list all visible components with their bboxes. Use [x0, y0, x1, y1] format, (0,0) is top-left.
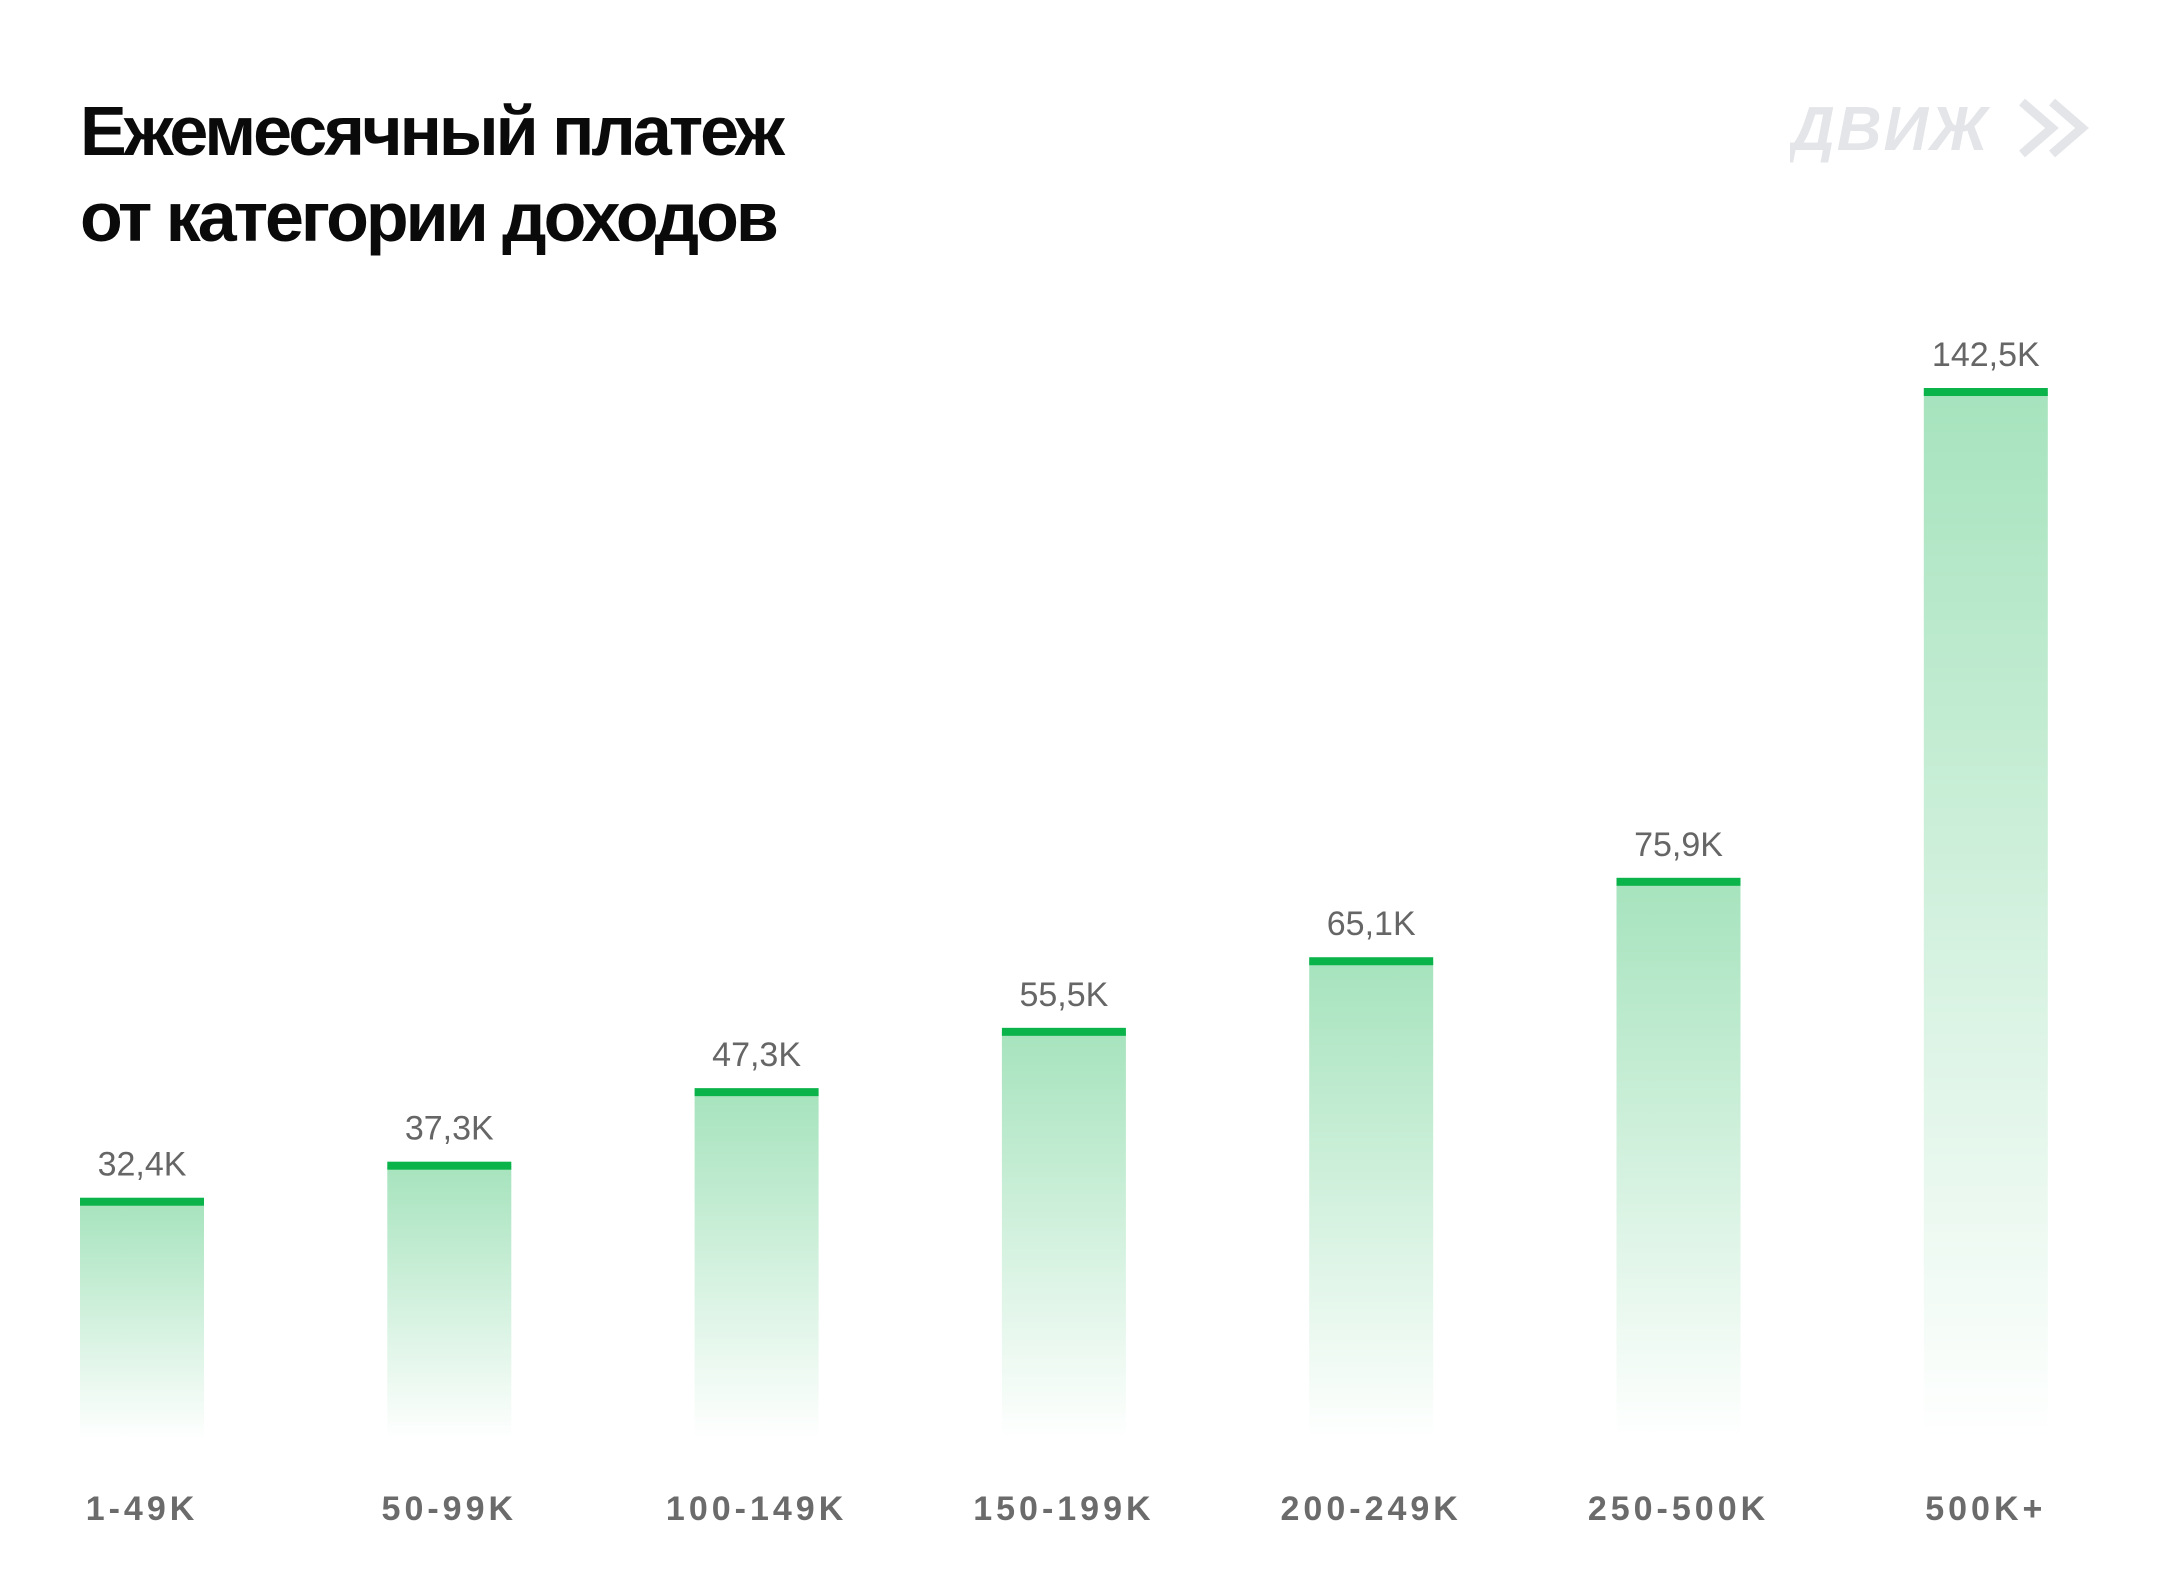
bar-cap-1-49K [80, 1197, 204, 1206]
category-label-500K+: 500K+ [1925, 1490, 2046, 1528]
value-label-200-249K: 65,1K [1327, 905, 1416, 943]
value-label-100-149K: 47,3K [712, 1036, 801, 1074]
bar-100-149K [694, 1092, 819, 1440]
bar-1-49K [80, 1201, 204, 1440]
chart-title-line-1: Ежемесячный платеж [80, 92, 785, 170]
category-label-50-99K: 50-99K [382, 1490, 518, 1528]
category-label-200-249K: 200-249K [1281, 1490, 1462, 1528]
bar-cap-200-249K [1309, 957, 1434, 966]
bar-200-249K [1309, 961, 1434, 1440]
brand-logo-text: ДВИЖ [1790, 95, 1991, 164]
bar-250-500K [1616, 881, 1741, 1440]
category-label-1-49K: 1-49K [86, 1490, 199, 1528]
bar-cap-500K+ [1923, 388, 2048, 396]
value-label-250-500K: 75,9K [1634, 826, 1723, 864]
bar-150-199K [1001, 1031, 1126, 1440]
category-label-150-199K: 150-199K [973, 1490, 1154, 1528]
value-label-500K+: 142,5K [1932, 336, 2040, 374]
chart-title: Ежемесячный платеж от категории доходов [80, 88, 785, 260]
bar-500K+ [1923, 392, 2048, 1440]
chart-title-line-2: от категории доходов [80, 178, 779, 256]
value-label-150-199K: 55,5K [1019, 976, 1108, 1014]
bar-cap-150-199K [1001, 1027, 1126, 1036]
double-chevron-right-icon [2019, 98, 2089, 158]
bar-cap-50-99K [387, 1161, 512, 1170]
value-label-50-99K: 37,3K [405, 1110, 494, 1148]
category-label-250-500K: 250-500K [1588, 1490, 1769, 1528]
bar-cap-250-500K [1616, 877, 1741, 886]
bar-cap-100-149K [694, 1088, 819, 1097]
bar-50-99K [387, 1165, 512, 1440]
brand-logo: ДВИЖ [1790, 95, 2089, 164]
value-label-1-49K: 32,4K [98, 1146, 187, 1184]
category-label-100-149K: 100-149K [666, 1490, 847, 1528]
